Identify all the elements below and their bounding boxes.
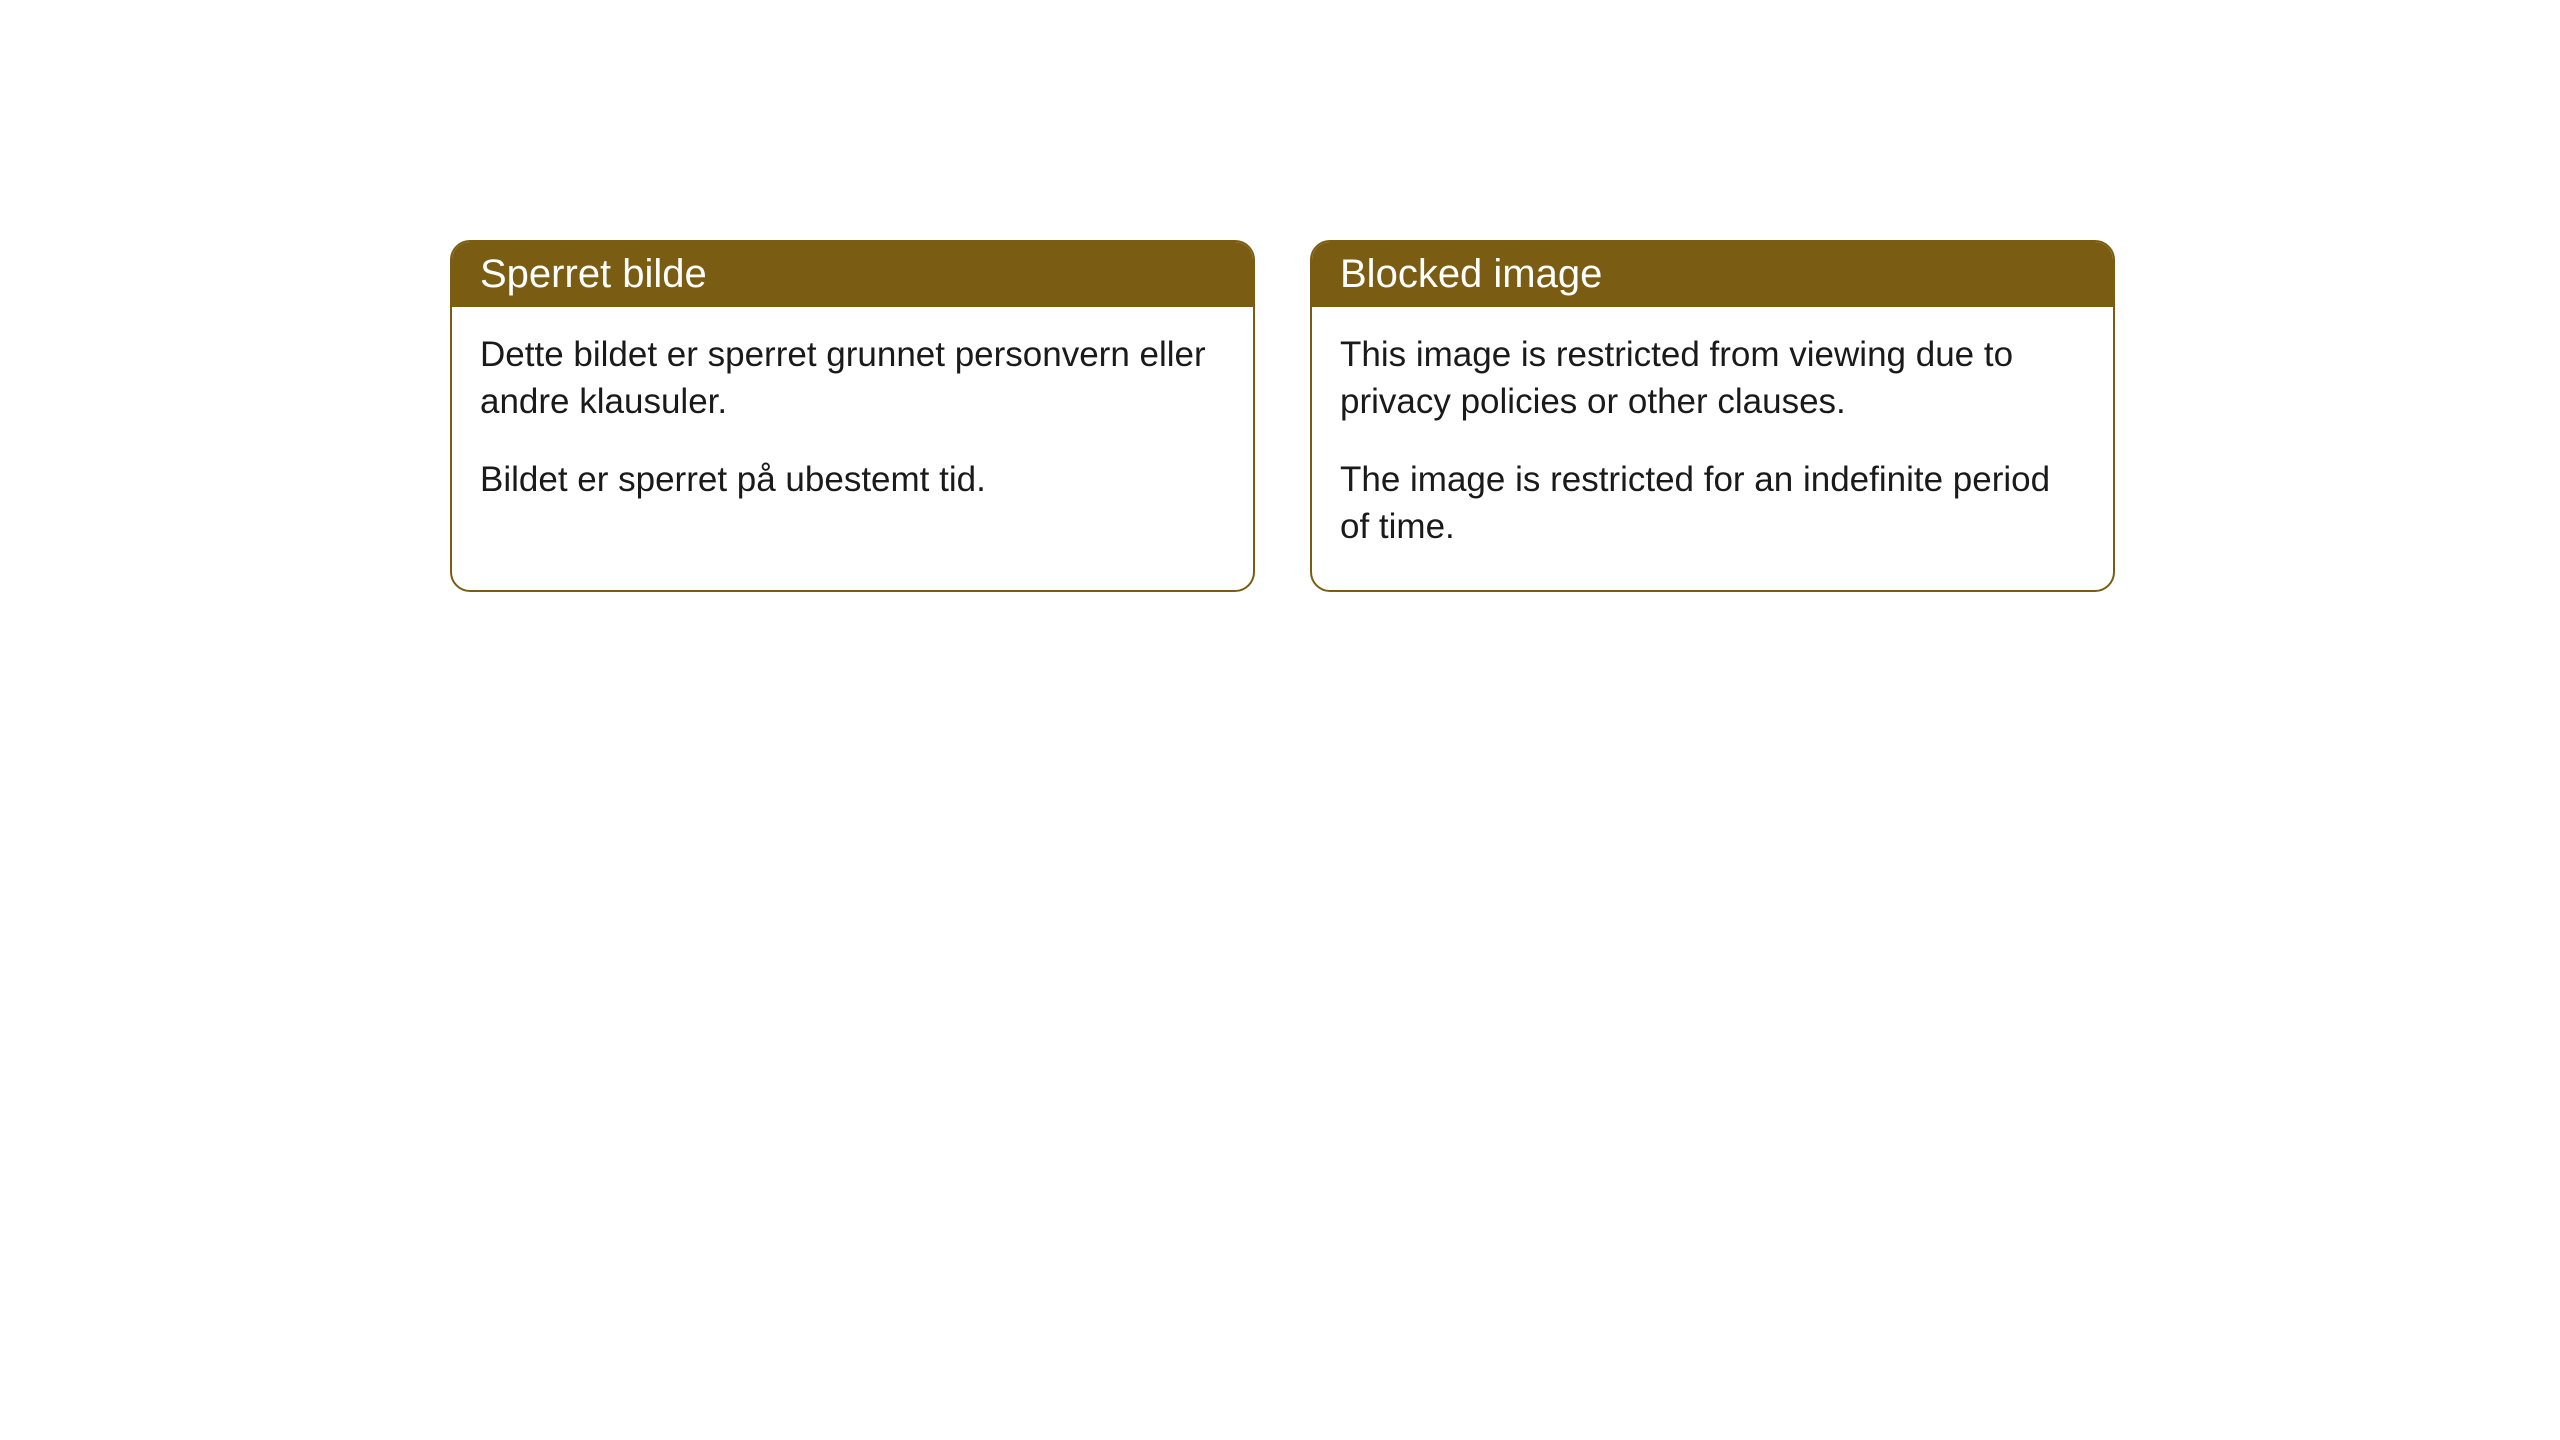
notice-paragraph: Dette bildet er sperret grunnet personve… [480,331,1225,426]
notice-card-header: Blocked image [1312,242,2113,307]
notice-card-body: This image is restricted from viewing du… [1312,307,2113,590]
notice-card-body: Dette bildet er sperret grunnet personve… [452,307,1253,543]
notice-paragraph: The image is restricted for an indefinit… [1340,456,2085,551]
notice-paragraph: This image is restricted from viewing du… [1340,331,2085,426]
notice-card-english: Blocked image This image is restricted f… [1310,240,2115,592]
notice-container: Sperret bilde Dette bildet er sperret gr… [450,240,2115,592]
notice-card-norwegian: Sperret bilde Dette bildet er sperret gr… [450,240,1255,592]
notice-paragraph: Bildet er sperret på ubestemt tid. [480,456,1225,503]
notice-card-header: Sperret bilde [452,242,1253,307]
